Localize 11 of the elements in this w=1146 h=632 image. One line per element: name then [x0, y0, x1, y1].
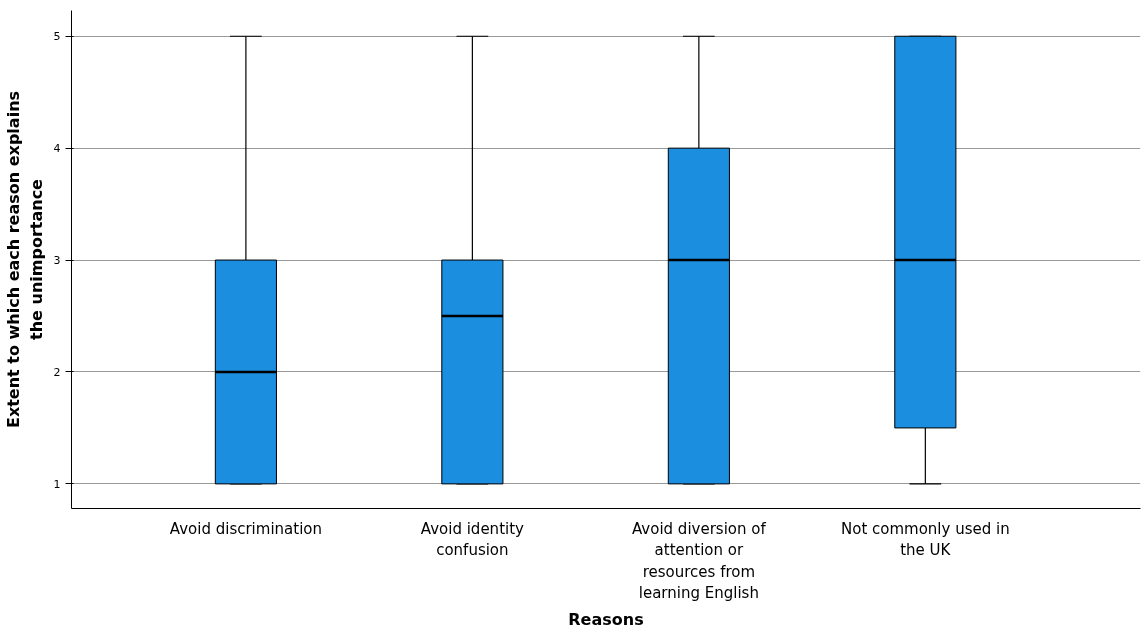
y-tick-label: 5 — [53, 30, 61, 44]
x-tick-label: Not commonly used in the UK — [840, 519, 1010, 560]
x-axis-title: Reasons — [568, 610, 644, 630]
y-tick-label: 4 — [53, 142, 61, 156]
y-tick-label: 2 — [53, 365, 61, 379]
x-tick-label: Avoid discrimination — [169, 519, 322, 538]
y-tick-label: 1 — [53, 477, 61, 491]
x-tick-label: Avoid identity confusion — [420, 519, 525, 560]
x-tick-label: Avoid diversion of attention or resources from learning English — [631, 519, 767, 603]
y-tick-label: 3 — [53, 254, 61, 268]
y-axis-title: Extent to which each reason explains the unimportance — [3, 90, 46, 429]
